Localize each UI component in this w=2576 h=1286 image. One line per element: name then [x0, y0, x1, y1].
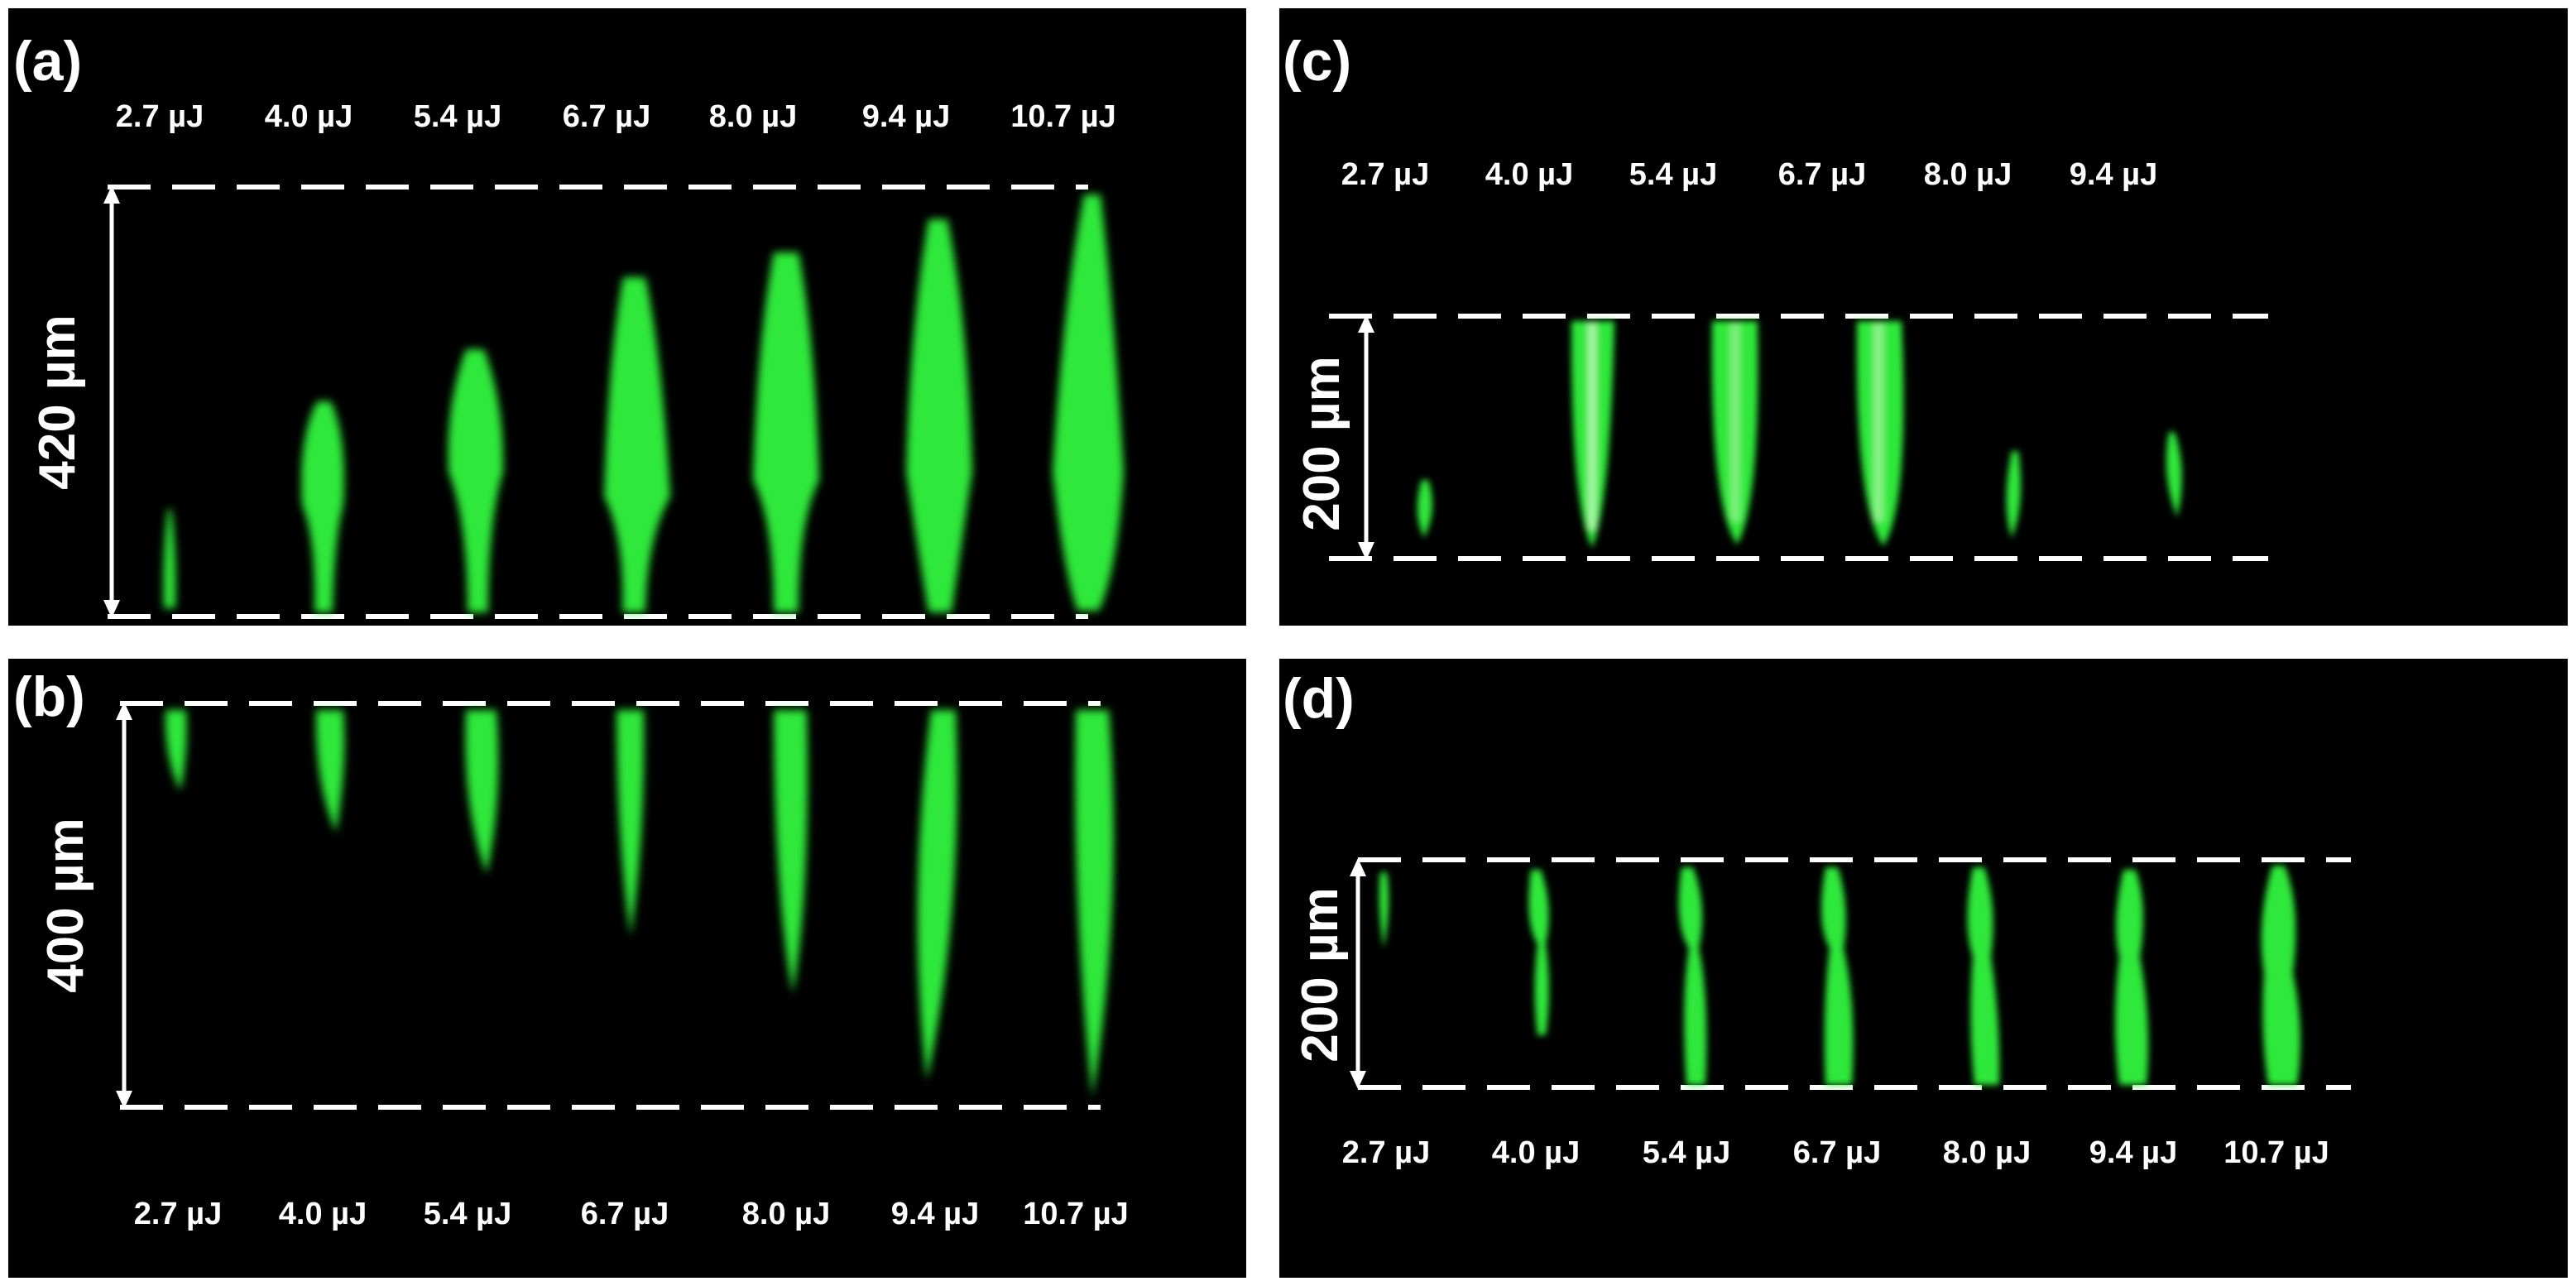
energy-label: 9.4 µJ: [2069, 157, 2158, 192]
scale-arrow: [1358, 314, 1374, 560]
energy-label: 8.0 µJ: [741, 1197, 831, 1231]
track-8-0uJ: [2006, 451, 2022, 538]
track-6-7uJ: [1821, 867, 1854, 1085]
scale-label-a: 420 µm: [29, 314, 86, 490]
track-6-7uJ-core: [1873, 323, 1883, 521]
energy-label: 9.4 µJ: [890, 1197, 980, 1231]
panel-a: (a) 2.7 µJ 4.0 µJ 5.4 µJ 6.7 µJ 8.0 µJ 9…: [8, 8, 1246, 626]
track-8-0uJ: [753, 252, 819, 612]
track-9-4uJ: [906, 219, 972, 612]
energy-label: 6.7 µJ: [580, 1197, 669, 1231]
panel-label-a: (a): [13, 30, 83, 93]
guide-lines: [1329, 314, 2268, 561]
energy-label: 2.7 µJ: [1341, 1135, 1431, 1170]
energy-label: 10.7 µJ: [2223, 1135, 2329, 1170]
track-2-7uJ: [163, 509, 176, 608]
scale-label-c: 200 µm: [1293, 356, 1350, 531]
track-4-0uJ: [1528, 870, 1549, 1035]
energy-label: 6.7 µJ: [562, 99, 651, 134]
track-6-7uJ: [604, 277, 670, 612]
energy-label: 5.4 µJ: [1629, 157, 1718, 192]
track-2-7uJ: [1417, 480, 1432, 538]
energy-label: 8.0 µJ: [1923, 157, 2012, 192]
energy-label: 6.7 µJ: [1777, 157, 1867, 192]
energy-label: 4.0 µJ: [1485, 157, 1574, 192]
panel-label-d: (d): [1283, 667, 1355, 730]
energy-label: 2.7 µJ: [1341, 157, 1430, 192]
energy-label: 5.4 µJ: [423, 1197, 512, 1231]
energy-label: 2.7 µJ: [133, 1197, 223, 1231]
energy-label: 10.7 µJ: [1023, 1197, 1129, 1231]
energy-label: 10.7 µJ: [1010, 99, 1116, 134]
track-10-7uJ: [1075, 710, 1114, 1097]
track-5-4uJ: [448, 349, 504, 612]
track-8-0uJ: [1967, 867, 2000, 1085]
track-9-4uJ: [2115, 870, 2149, 1085]
track-5-4uJ: [1678, 867, 1707, 1085]
panel-b-image: [116, 701, 1114, 1110]
track-4-0uJ-core: [1588, 323, 1596, 530]
panel-label-c: (c): [1283, 30, 1352, 93]
energy-label: 9.4 µJ: [2089, 1135, 2178, 1170]
panel-a-image: [103, 185, 1124, 619]
track-4-0uJ: [301, 401, 344, 612]
energy-label: 4.0 µJ: [1491, 1135, 1581, 1170]
track-4-0uJ: [315, 710, 345, 833]
scale-arrow: [103, 185, 120, 618]
energy-label: 2.7 µJ: [115, 99, 204, 134]
panel-c: (c) 2.7 µJ 4.0 µJ 5.4 µJ 6.7 µJ 8.0 µJ 9…: [1279, 8, 2568, 626]
energy-label: 8.0 µJ: [1942, 1135, 2032, 1170]
scale-label-d: 200 µm: [1292, 887, 1349, 1063]
energy-label: 8.0 µJ: [708, 99, 798, 134]
energy-label: 5.4 µJ: [413, 99, 502, 134]
laser-tracks: [1417, 321, 2182, 548]
track-2-7uJ: [1379, 872, 1389, 948]
guide-lines: [108, 185, 1088, 619]
track-9-4uJ: [917, 710, 957, 1081]
panel-d-image: [1350, 857, 2351, 1090]
guide-lines: [1358, 857, 2351, 1090]
track-10-7uJ: [1053, 194, 1124, 611]
panel-c-image: [1329, 314, 2268, 561]
energy-label: 5.4 µJ: [1642, 1135, 1731, 1170]
track-6-7uJ: [616, 710, 645, 936]
scale-label-b: 400 µm: [37, 818, 94, 993]
track-5-4uJ: [465, 710, 499, 874]
energy-label: 4.0 µJ: [278, 1197, 367, 1231]
energy-label: 9.4 µJ: [861, 99, 951, 134]
scale-arrow: [116, 702, 132, 1109]
panel-b: (b) 2.7 µJ 4.0 µJ 5.4 µJ 6.7 µJ 8.0 µJ 9…: [8, 659, 1246, 1278]
track-10-7uJ: [2261, 866, 2300, 1085]
laser-tracks: [165, 710, 1114, 1097]
scale-arrow: [1350, 858, 1366, 1089]
laser-tracks: [163, 194, 1124, 612]
track-9-4uJ: [2166, 432, 2182, 517]
energy-label: 4.0 µJ: [264, 99, 353, 134]
laser-tracks: [1379, 866, 2300, 1085]
track-8-0uJ: [774, 710, 808, 994]
track-5-4uJ-core: [1730, 323, 1740, 521]
track-2-7uJ: [165, 710, 187, 791]
guide-lines: [120, 701, 1101, 1110]
panel-label-b: (b): [13, 665, 85, 728]
energy-label: 6.7 µJ: [1792, 1135, 1882, 1170]
panel-d: (d) 2.7 µJ 4.0 µJ 5.4 µJ 6.7 µJ 8.0 µJ 9…: [1279, 659, 2568, 1278]
